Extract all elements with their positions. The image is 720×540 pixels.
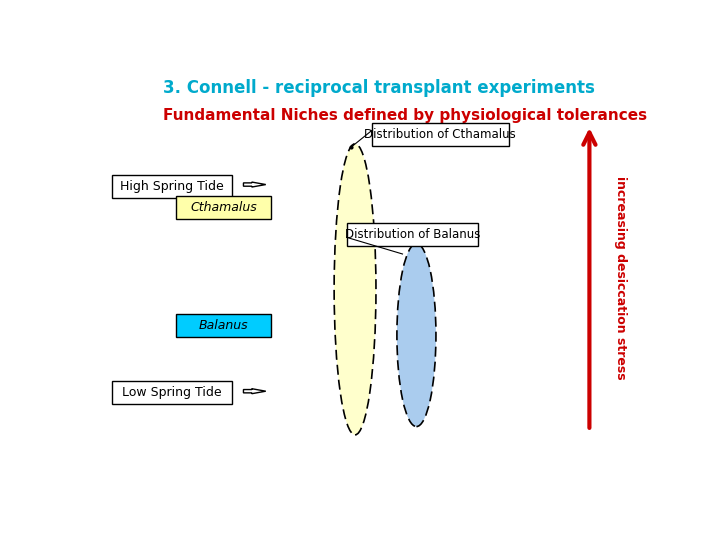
- Text: Low Spring Tide: Low Spring Tide: [122, 386, 222, 399]
- Bar: [176, 196, 271, 219]
- Bar: [112, 381, 233, 404]
- Bar: [112, 175, 233, 198]
- Bar: [372, 123, 508, 146]
- Text: Distribution of Cthamalus: Distribution of Cthamalus: [364, 128, 516, 141]
- Text: Distribution of Balanus: Distribution of Balanus: [345, 228, 480, 241]
- Text: High Spring Tide: High Spring Tide: [120, 180, 224, 193]
- Text: increasing desiccation stress: increasing desiccation stress: [613, 176, 626, 380]
- Bar: [347, 223, 478, 246]
- Text: 3. Connell - reciprocal transplant experiments: 3. Connell - reciprocal transplant exper…: [163, 79, 595, 97]
- Ellipse shape: [397, 244, 436, 427]
- FancyArrow shape: [243, 182, 266, 187]
- Text: Cthamalus: Cthamalus: [191, 201, 257, 214]
- FancyArrow shape: [243, 389, 266, 394]
- Bar: [176, 314, 271, 337]
- Text: Balanus: Balanus: [199, 319, 248, 332]
- Text: Fundamental Niches defined by physiological tolerances: Fundamental Niches defined by physiologi…: [163, 109, 647, 124]
- Ellipse shape: [334, 144, 376, 435]
